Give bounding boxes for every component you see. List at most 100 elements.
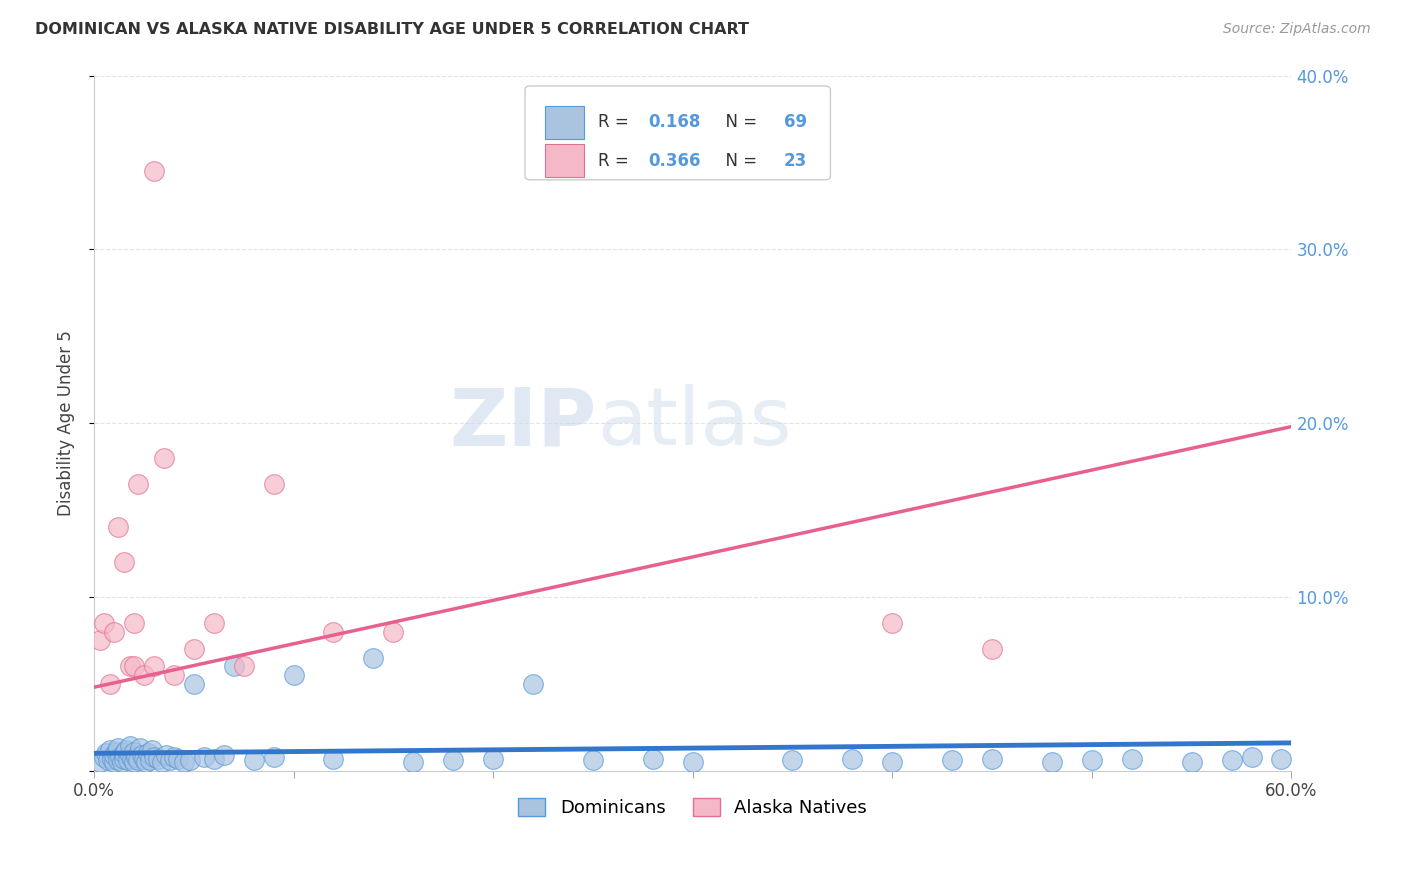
Point: [132, 668, 155, 682]
Point: [641, 751, 664, 765]
Point: [981, 751, 1004, 765]
Point: [131, 747, 153, 762]
Point: [155, 747, 177, 762]
Y-axis label: Disability Age Under 5: Disability Age Under 5: [58, 330, 75, 516]
Point: [382, 624, 405, 639]
Point: [841, 751, 863, 765]
FancyBboxPatch shape: [546, 144, 583, 178]
Point: [122, 745, 145, 759]
Point: [150, 755, 173, 769]
Point: [322, 751, 344, 765]
Point: [112, 555, 135, 569]
Point: [322, 624, 344, 639]
Point: [146, 751, 169, 765]
Point: [1121, 751, 1143, 765]
Point: [263, 749, 285, 764]
Point: [98, 677, 121, 691]
Point: [441, 753, 464, 767]
Text: 23: 23: [783, 152, 807, 169]
Point: [128, 741, 150, 756]
Point: [263, 477, 285, 491]
Point: [1081, 753, 1104, 767]
Text: N =: N =: [716, 113, 763, 131]
Point: [127, 753, 149, 767]
Point: [782, 753, 804, 767]
Point: [1040, 755, 1063, 769]
Point: [89, 755, 111, 769]
Point: [118, 747, 141, 762]
Point: [159, 753, 181, 767]
Point: [363, 650, 385, 665]
Point: [112, 751, 135, 765]
Point: [127, 477, 149, 491]
Point: [166, 751, 188, 765]
Text: Source: ZipAtlas.com: Source: ZipAtlas.com: [1223, 22, 1371, 37]
Point: [202, 751, 225, 765]
Text: N =: N =: [716, 152, 763, 169]
Point: [115, 743, 138, 757]
Text: atlas: atlas: [598, 384, 792, 462]
Point: [93, 749, 115, 764]
Point: [141, 743, 163, 757]
Point: [122, 659, 145, 673]
Point: [882, 755, 904, 769]
Point: [283, 668, 305, 682]
Point: [142, 749, 165, 764]
Point: [135, 755, 157, 769]
Text: 0.366: 0.366: [648, 152, 700, 169]
Point: [107, 753, 129, 767]
Text: 69: 69: [783, 113, 807, 131]
Point: [104, 745, 127, 759]
Point: [222, 659, 245, 673]
Point: [103, 747, 125, 762]
Point: [163, 749, 186, 764]
Point: [941, 753, 963, 767]
Point: [101, 751, 124, 765]
Point: [522, 677, 544, 691]
Text: DOMINICAN VS ALASKA NATIVE DISABILITY AGE UNDER 5 CORRELATION CHART: DOMINICAN VS ALASKA NATIVE DISABILITY AG…: [35, 22, 749, 37]
Point: [163, 668, 186, 682]
Point: [118, 659, 141, 673]
Point: [93, 615, 115, 630]
Point: [173, 755, 195, 769]
Point: [98, 743, 121, 757]
Point: [142, 164, 165, 178]
Point: [1220, 753, 1243, 767]
Point: [136, 747, 159, 761]
Point: [1270, 751, 1292, 765]
Point: [402, 755, 425, 769]
Point: [103, 755, 125, 769]
Point: [132, 751, 155, 765]
Point: [108, 749, 131, 764]
Point: [193, 749, 215, 764]
Text: 0.168: 0.168: [648, 113, 700, 131]
Point: [1240, 749, 1263, 764]
Text: R =: R =: [598, 152, 634, 169]
Point: [139, 753, 162, 767]
Point: [882, 615, 904, 630]
Point: [89, 633, 111, 648]
Text: ZIP: ZIP: [450, 384, 598, 462]
Point: [183, 642, 205, 657]
Text: R =: R =: [598, 113, 634, 131]
Point: [103, 624, 125, 639]
Point: [122, 755, 145, 769]
Point: [183, 677, 205, 691]
Point: [121, 751, 143, 765]
Point: [981, 642, 1004, 657]
Point: [202, 615, 225, 630]
FancyBboxPatch shape: [546, 106, 583, 139]
Point: [122, 615, 145, 630]
Point: [1181, 755, 1204, 769]
Point: [142, 659, 165, 673]
Point: [152, 450, 174, 465]
Point: [94, 747, 117, 761]
Point: [118, 739, 141, 754]
Point: [111, 755, 134, 769]
Legend: Dominicans, Alaska Natives: Dominicans, Alaska Natives: [512, 790, 875, 824]
Point: [107, 741, 129, 756]
Point: [179, 753, 201, 767]
Point: [107, 520, 129, 534]
FancyBboxPatch shape: [524, 86, 831, 180]
Point: [112, 747, 135, 761]
